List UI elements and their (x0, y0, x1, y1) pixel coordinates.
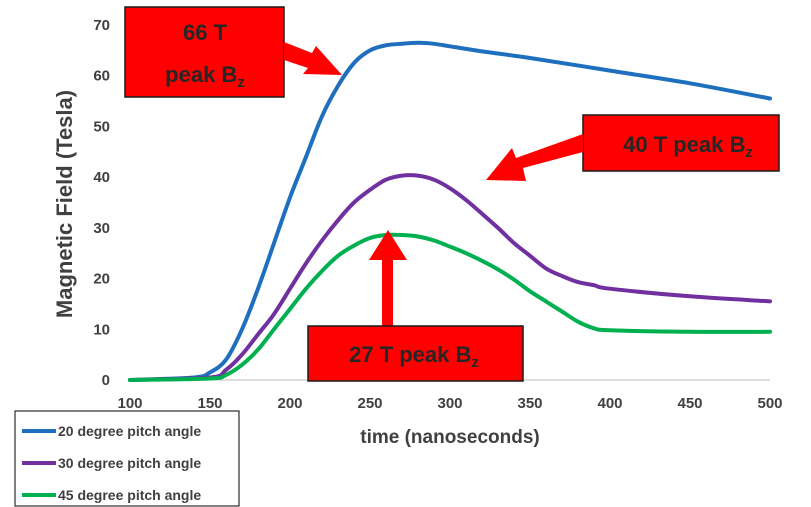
y-tick-label: 70 (93, 17, 110, 34)
legend-label-2: 30 degree pitch angle (58, 455, 201, 471)
x-tick-label: 500 (757, 395, 782, 412)
legend-box (14, 410, 240, 507)
callout-27t: 27 T peak Bz (307, 230, 524, 382)
x-axis-title: time (nanoseconds) (360, 427, 539, 448)
series-line-1 (128, 40, 772, 382)
x-tick-label: 350 (517, 395, 542, 412)
x-tick-label: 300 (437, 395, 462, 412)
callout-40t-arrow (486, 134, 583, 181)
y-tick-label: 0 (102, 372, 110, 389)
callout-40t: 40 T peak Bz (486, 114, 780, 181)
y-tick-label: 50 (93, 118, 110, 135)
x-tick-label: 400 (597, 395, 622, 412)
y-axis-ticks: 0 10 20 30 40 50 60 70 (93, 17, 110, 389)
callout-27t-box (307, 325, 524, 382)
y-axis-title: Magnetic Field (Tesla) (52, 90, 77, 318)
callout-27t-arrow (369, 230, 407, 328)
callout-66t-line2: peak Bz (165, 62, 245, 91)
legend-label-1: 20 degree pitch angle (58, 423, 201, 439)
y-tick-label: 30 (93, 220, 110, 237)
series-lines (128, 40, 772, 382)
y-tick-label: 20 (93, 271, 110, 288)
legend: 20 degree pitch angle 30 degree pitch ang… (14, 410, 240, 507)
series-line-3 (128, 232, 772, 382)
callout-27t-label: 27 T peak Bz (349, 342, 479, 371)
y-tick-label: 40 (93, 169, 110, 186)
callout-66t-line1: 66 T (183, 20, 228, 45)
callout-66t: 66 T peak Bz (124, 6, 342, 98)
x-tick-label: 450 (677, 395, 702, 412)
x-tick-label: 200 (277, 395, 302, 412)
x-tick-label: 150 (197, 395, 222, 412)
callout-66t-arrow (284, 42, 342, 75)
x-tick-label: 250 (357, 395, 382, 412)
x-axis-ticks: 100 150 200 250 300 350 400 450 500 (117, 395, 782, 412)
x-tick-label: 100 (117, 395, 142, 412)
y-tick-label: 60 (93, 68, 110, 85)
y-tick-label: 10 (93, 321, 110, 338)
callout-66t-box (124, 6, 285, 98)
legend-label-3: 45 degree pitch angle (58, 487, 201, 503)
series-line-2 (128, 173, 772, 382)
callout-40t-label: 40 T peak Bz (623, 132, 753, 161)
callout-40t-box (582, 114, 780, 172)
